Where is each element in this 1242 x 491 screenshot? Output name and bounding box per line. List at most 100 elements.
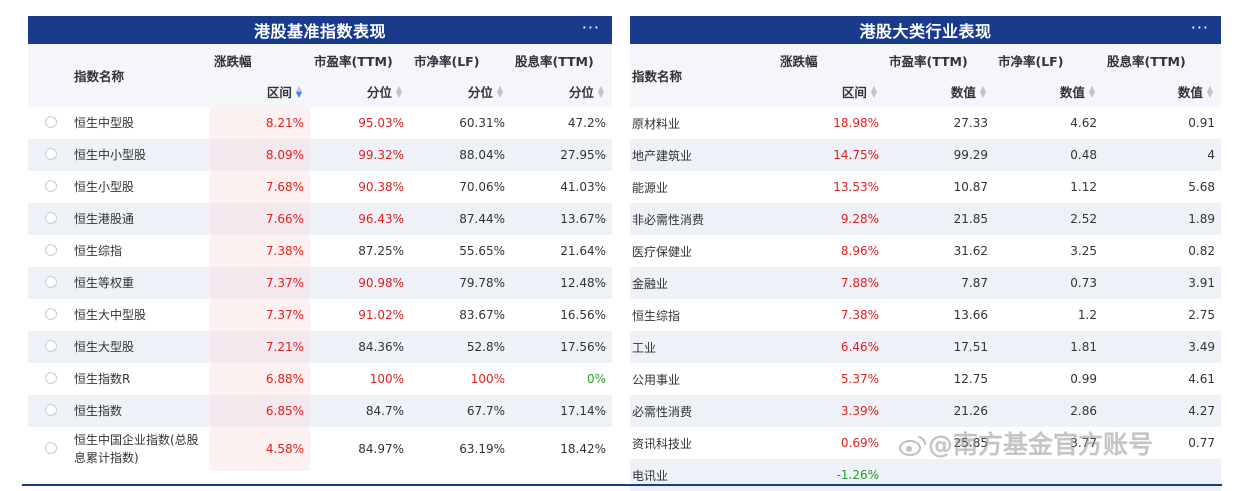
table-row[interactable]: 恒生综指 7.38% 87.25% 55.65% 21.64% — [28, 235, 612, 267]
pe-percentile: 96.43% — [310, 203, 410, 235]
more-menu-icon[interactable]: ··· — [1190, 18, 1209, 37]
pb-value: 0.99 — [1070, 372, 1097, 386]
row-select[interactable] — [28, 299, 74, 331]
table-row[interactable]: 恒生小型股 7.68% 90.38% 70.06% 41.03% — [28, 171, 612, 203]
table-row[interactable]: 必需性消费 3.39% 21.26 2.86 4.27 — [630, 395, 1221, 427]
row-select[interactable] — [28, 171, 74, 203]
pb-percentile: 55.65% — [459, 244, 505, 258]
row-select[interactable] — [28, 267, 74, 299]
table-row[interactable]: 恒生中小型股 8.09% 99.32% 88.04% 27.95% — [28, 139, 612, 171]
dy-percentile: 27.95% — [511, 139, 612, 171]
panel-header: 港股大类行业表现 ··· — [630, 16, 1221, 44]
radio-button[interactable] — [45, 147, 57, 160]
table-row[interactable]: 公用事业 5.37% 12.75 0.99 4.61 — [630, 363, 1221, 395]
table-row[interactable]: 恒生港股通 7.66% 96.43% 87.44% 13.67% — [28, 203, 612, 235]
sort-dy-button[interactable]: 数值 ▲ ▼ — [1103, 76, 1221, 107]
sort-dy-button[interactable]: 分位 ▲ ▼ — [511, 76, 612, 107]
table-row[interactable]: 恒生中型股 8.21% 95.03% 60.31% 47.2% — [28, 107, 612, 139]
radio-button[interactable] — [45, 211, 57, 224]
row-select[interactable] — [28, 331, 74, 363]
sector-name: 必需性消费 — [630, 395, 776, 427]
sort-label: 分位 — [467, 85, 493, 100]
row-select[interactable] — [28, 203, 74, 235]
change-value: 7.66% — [210, 203, 310, 235]
table-row[interactable]: 恒生指数 6.85% 84.7% 67.7% 17.14% — [28, 395, 612, 427]
pe-percentile: 90.98% — [310, 267, 410, 299]
col-header-name: 指数名称 — [630, 44, 776, 107]
table-row[interactable]: 能源业 13.53% 10.87 1.12 5.68 — [630, 171, 1221, 203]
radio-button[interactable] — [45, 115, 57, 128]
sort-arrows-icon: ▲ ▼ — [496, 83, 503, 99]
radio-button[interactable] — [45, 275, 57, 288]
radio-button[interactable] — [45, 339, 57, 352]
row-select[interactable] — [28, 139, 74, 171]
table-row[interactable]: 工业 6.46% 17.51 1.81 3.49 — [630, 331, 1221, 363]
more-menu-icon[interactable]: ··· — [581, 18, 600, 37]
row-select[interactable] — [28, 235, 74, 267]
table-row[interactable]: 医疗保健业 8.96% 31.62 3.25 0.82 — [630, 235, 1221, 267]
change-value: 6.85% — [210, 395, 310, 427]
change-value: -1.26% — [776, 459, 885, 491]
table-row[interactable]: 地产建筑业 14.75% 99.29 0.48 4 — [630, 139, 1221, 171]
table-row[interactable]: 恒生等权重 7.37% 90.98% 79.78% 12.48% — [28, 267, 612, 299]
change-value: 7.88% — [776, 267, 885, 299]
radio-button[interactable] — [45, 403, 57, 416]
row-select[interactable] — [28, 363, 74, 395]
index-name: 恒生综指 — [74, 244, 123, 258]
radio-button[interactable] — [45, 179, 57, 192]
col-header-pe: 市盈率(TTM) — [885, 44, 994, 76]
pb-percentile: 88.04% — [410, 139, 511, 171]
sort-pb-button[interactable]: 数值 ▲ ▼ — [994, 76, 1103, 107]
sort-pe-button[interactable]: 数值 ▲ ▼ — [885, 76, 994, 107]
pe-percentile: 95.03% — [358, 116, 404, 130]
table-row[interactable]: 恒生综指 7.38% 13.66 1.2 2.75 — [630, 299, 1221, 331]
sector-name: 原材料业 — [632, 116, 681, 131]
hk-benchmark-panel: 港股基准指数表现 ··· 指数名称 涨跌幅 市盈率(TTM) 市净率(LF) 股… — [28, 16, 612, 471]
sort-label: 数值 — [1177, 85, 1203, 100]
pb-percentile: 87.44% — [410, 203, 511, 235]
table-row[interactable]: 恒生大型股 7.21% 84.36% 52.8% 17.56% — [28, 331, 612, 363]
sort-pb-button[interactable]: 分位 ▲ ▼ — [410, 76, 511, 107]
sort-pe-button[interactable]: 分位 ▲ ▼ — [310, 76, 410, 107]
sector-name: 工业 — [630, 331, 776, 363]
table-row[interactable]: 原材料业 18.98% 27.33 4.62 0.91 — [630, 107, 1221, 139]
radio-button[interactable] — [45, 307, 57, 320]
pb-percentile: 63.19% — [459, 442, 505, 456]
table-row[interactable]: 非必需性消费 9.28% 21.85 2.52 1.89 — [630, 203, 1221, 235]
table-row[interactable]: 资讯科技业 0.69% 25.85 3.77 0.77 — [630, 427, 1221, 459]
table-row[interactable]: 恒生大中型股 7.37% 91.02% 83.67% 16.56% — [28, 299, 612, 331]
pe-value: 17.51 — [885, 331, 994, 363]
sort-arrows-icon: ▲ ▼ — [870, 83, 877, 99]
pe-value: 99.29 — [885, 139, 994, 171]
row-select[interactable] — [28, 427, 74, 471]
dy-value: 3.91 — [1103, 267, 1221, 299]
pe-percentile: 99.32% — [310, 139, 410, 171]
benchmark-table: 指数名称 涨跌幅 市盈率(TTM) 市净率(LF) 股息率(TTM) 区间 ▲ ▼ … — [28, 44, 612, 471]
panel-title: 港股基准指数表现 — [253, 22, 386, 41]
sector-name: 金融业 — [630, 267, 776, 299]
change-value: 7.38% — [840, 308, 879, 322]
row-select[interactable] — [28, 395, 74, 427]
change-value: 7.37% — [210, 267, 310, 299]
table-row[interactable]: 恒生指数R 6.88% 100% 100% 0% — [28, 363, 612, 395]
sort-change-button[interactable]: 区间 ▲ ▼ — [210, 76, 310, 107]
table-row[interactable]: 恒生中国企业指数(总股息累计指数) 4.58% 84.97% 63.19% 18.42% — [28, 427, 612, 471]
row-select[interactable] — [28, 107, 74, 139]
radio-button[interactable] — [45, 441, 57, 454]
col-header-pe: 市盈率(TTM) — [310, 44, 410, 76]
change-value: 5.37% — [840, 372, 879, 386]
col-header-pb: 市净率(LF) — [994, 44, 1103, 76]
sort-arrows-icon: ▲ ▼ — [1088, 83, 1095, 99]
radio-button[interactable] — [45, 243, 57, 256]
table-row[interactable]: 电讯业 -1.26% — [630, 459, 1221, 491]
sort-change-button[interactable]: 区间 ▲ ▼ — [776, 76, 885, 107]
pe-value: 7.87 — [885, 267, 994, 299]
watermark-text: @南方基金官方账号 — [928, 430, 1154, 459]
radio-button[interactable] — [45, 371, 57, 384]
dy-percentile: 12.48% — [511, 267, 612, 299]
table-row[interactable]: 金融业 7.88% 7.87 0.73 3.91 — [630, 267, 1221, 299]
change-value: 4.58% — [210, 427, 310, 471]
change-value: 18.98% — [833, 116, 879, 130]
sort-label: 数值 — [1059, 85, 1085, 100]
index-name: 恒生等权重 — [74, 267, 210, 299]
